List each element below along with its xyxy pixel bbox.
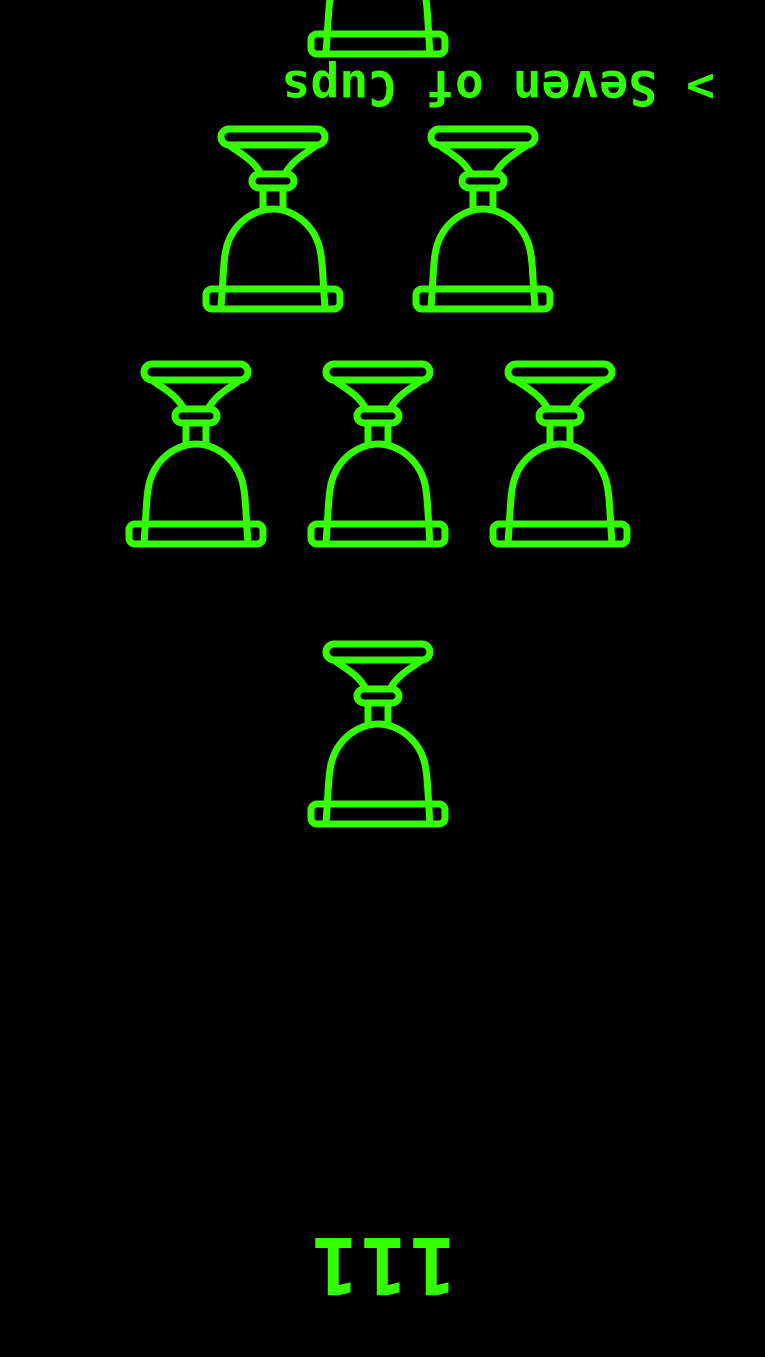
cup-icon	[206, 129, 340, 309]
cup-icon	[311, 364, 445, 544]
cup-icon	[493, 364, 627, 544]
cup-icon	[129, 364, 263, 544]
cup-icon	[311, 644, 445, 824]
cup-icon	[416, 129, 550, 309]
cup-icon	[311, 0, 445, 54]
card-number: 111	[309, 1219, 457, 1309]
